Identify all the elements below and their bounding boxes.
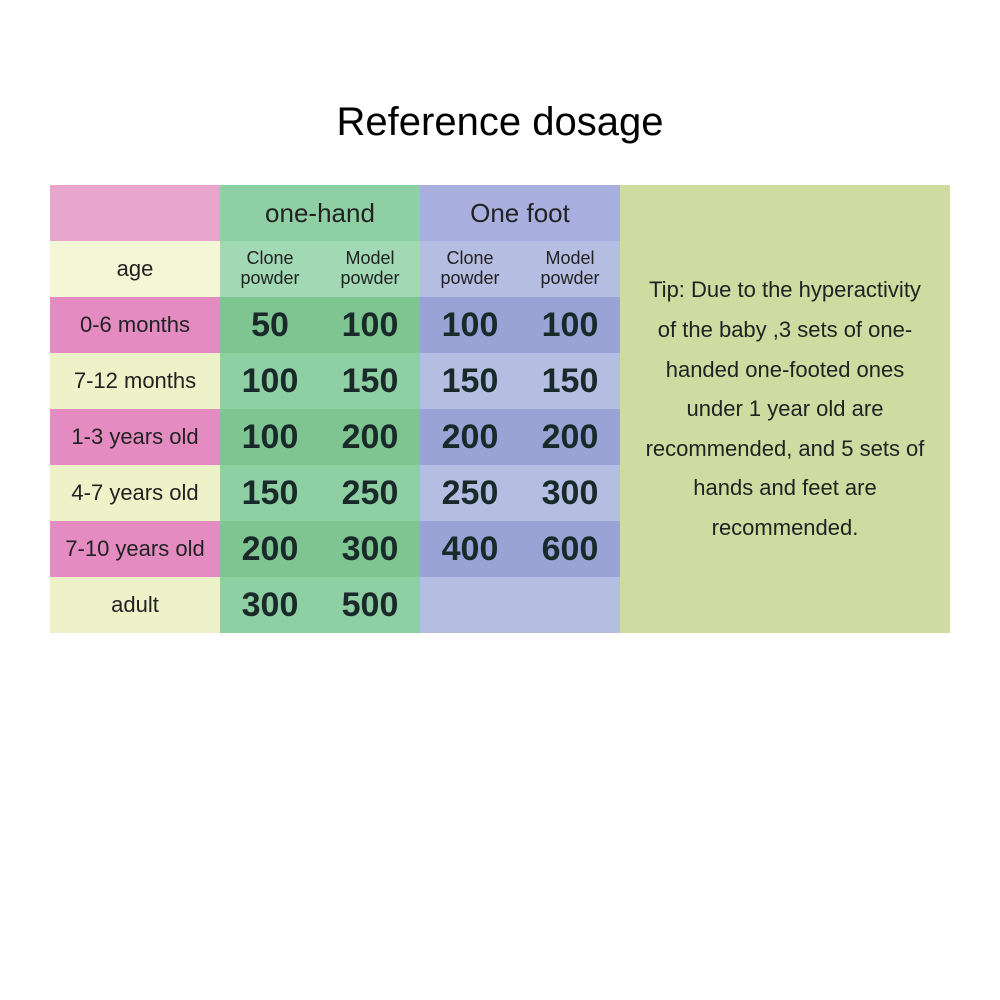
header-one-hand: one-hand	[220, 185, 420, 241]
value-hand-model: 200	[320, 409, 420, 465]
value-hand-clone: 300	[220, 577, 320, 633]
value-foot-model	[520, 577, 620, 633]
age-label: 1-3 years old	[50, 409, 220, 465]
value-foot-model: 200	[520, 409, 620, 465]
tip-box: Tip: Due to the hyperactivity of the bab…	[620, 185, 950, 633]
value-foot-model: 100	[520, 297, 620, 353]
age-label: 0-6 months	[50, 297, 220, 353]
value-hand-clone: 50	[220, 297, 320, 353]
age-label: 7-12 months	[50, 353, 220, 409]
value-foot-clone	[420, 577, 520, 633]
value-foot-model: 600	[520, 521, 620, 577]
value-foot-model: 300	[520, 465, 620, 521]
age-label: adult	[50, 577, 220, 633]
value-foot-model: 150	[520, 353, 620, 409]
value-hand-model: 150	[320, 353, 420, 409]
dosage-table: one-handOne footageClone powderModel pow…	[50, 185, 950, 633]
value-foot-clone: 200	[420, 409, 520, 465]
age-label: 7-10 years old	[50, 521, 220, 577]
header-age: age	[50, 241, 220, 297]
value-hand-model: 500	[320, 577, 420, 633]
value-hand-model: 100	[320, 297, 420, 353]
value-hand-clone: 100	[220, 409, 320, 465]
value-foot-clone: 400	[420, 521, 520, 577]
value-hand-model: 250	[320, 465, 420, 521]
value-hand-clone: 200	[220, 521, 320, 577]
header-hand-clone: Clone powder	[220, 241, 320, 297]
value-foot-clone: 150	[420, 353, 520, 409]
value-hand-model: 300	[320, 521, 420, 577]
header-blank	[50, 185, 220, 241]
header-hand-model: Model powder	[320, 241, 420, 297]
value-foot-clone: 250	[420, 465, 520, 521]
page-title: Reference dosage	[50, 100, 950, 145]
value-hand-clone: 100	[220, 353, 320, 409]
header-foot-model: Model powder	[520, 241, 620, 297]
value-foot-clone: 100	[420, 297, 520, 353]
header-foot-clone: Clone powder	[420, 241, 520, 297]
header-one-foot: One foot	[420, 185, 620, 241]
value-hand-clone: 150	[220, 465, 320, 521]
age-label: 4-7 years old	[50, 465, 220, 521]
